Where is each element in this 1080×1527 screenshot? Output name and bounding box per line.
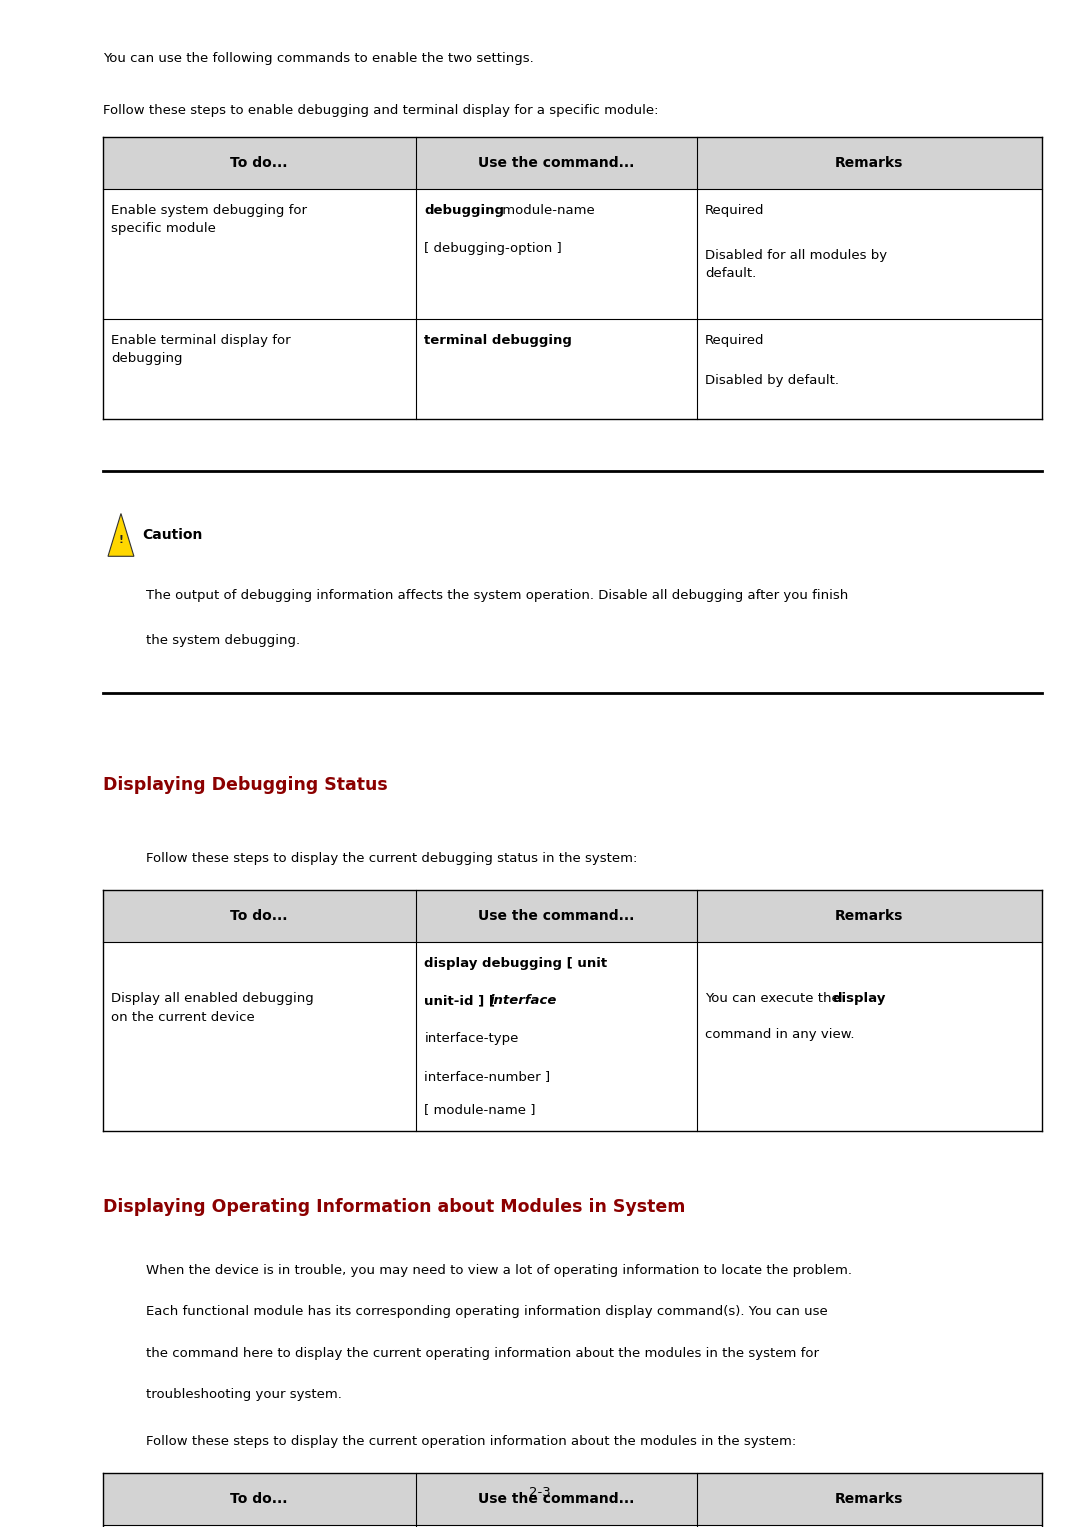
Text: Remarks: Remarks — [835, 1492, 904, 1506]
Text: When the device is in trouble, you may need to view a lot of operating informati: When the device is in trouble, you may n… — [146, 1264, 852, 1277]
Text: Follow these steps to display the current operation information about the module: Follow these steps to display the curren… — [146, 1435, 796, 1449]
Text: You can use the following commands to enable the two settings.: You can use the following commands to en… — [103, 52, 534, 66]
Bar — [103, 189, 1042, 319]
Text: Required: Required — [705, 205, 765, 217]
Text: The output of debugging information affects the system operation. Disable all de: The output of debugging information affe… — [146, 589, 848, 602]
Text: [ debugging-option ]: [ debugging-option ] — [424, 241, 563, 255]
Text: To do...: To do... — [230, 909, 288, 922]
Text: Each functional module has its corresponding operating information display comma: Each functional module has its correspon… — [146, 1306, 827, 1318]
Text: [ module-name ]: [ module-name ] — [424, 1104, 536, 1116]
Text: To do...: To do... — [230, 156, 288, 169]
Text: Remarks: Remarks — [835, 156, 904, 169]
Text: Enable system debugging for
specific module: Enable system debugging for specific mod… — [111, 205, 307, 235]
Text: !: ! — [119, 534, 123, 545]
Text: Follow these steps to enable debugging and terminal display for a specific modul: Follow these steps to enable debugging a… — [103, 104, 658, 118]
Bar — [103, 319, 1042, 418]
Text: troubleshooting your system.: troubleshooting your system. — [146, 1388, 341, 1402]
Bar — [103, 890, 1042, 942]
Text: Caution: Caution — [143, 528, 203, 542]
Text: To do...: To do... — [230, 1492, 288, 1506]
Text: Use the command...: Use the command... — [478, 1492, 634, 1506]
Text: Enable terminal display for
debugging: Enable terminal display for debugging — [111, 334, 291, 365]
Text: Displaying Operating Information about Modules in System: Displaying Operating Information about M… — [103, 1197, 685, 1215]
Text: unit-id ] [: unit-id ] [ — [424, 994, 500, 1008]
Text: Display all enabled debugging
on the current device: Display all enabled debugging on the cur… — [111, 993, 314, 1025]
Bar — [103, 942, 1042, 1132]
Text: display: display — [833, 993, 886, 1005]
Text: Use the command...: Use the command... — [478, 156, 634, 169]
Text: module-name: module-name — [498, 205, 595, 217]
Text: debugging: debugging — [424, 205, 504, 217]
Text: Disabled by default.: Disabled by default. — [705, 374, 839, 388]
Bar — [103, 1474, 1042, 1525]
Polygon shape — [108, 513, 134, 556]
Text: Follow these steps to display the current debugging status in the system:: Follow these steps to display the curren… — [146, 852, 637, 864]
Bar — [103, 137, 1042, 189]
Text: display debugging [ unit: display debugging [ unit — [424, 956, 608, 970]
Text: interface-number ]: interface-number ] — [424, 1070, 551, 1083]
Bar — [103, 1525, 1042, 1527]
Text: Displaying Debugging Status: Displaying Debugging Status — [103, 776, 388, 794]
Text: the command here to display the current operating information about the modules : the command here to display the current … — [146, 1347, 819, 1359]
Text: Use the command...: Use the command... — [478, 909, 634, 922]
Text: interface: interface — [489, 994, 556, 1008]
Text: Required: Required — [705, 334, 765, 347]
Text: interface-type: interface-type — [424, 1032, 518, 1046]
Text: the system debugging.: the system debugging. — [146, 634, 300, 647]
Text: You can execute the: You can execute the — [705, 993, 845, 1005]
Text: command in any view.: command in any view. — [705, 1028, 854, 1040]
Text: Remarks: Remarks — [835, 909, 904, 922]
Text: 2-3: 2-3 — [529, 1486, 551, 1498]
Text: Disabled for all modules by
default.: Disabled for all modules by default. — [705, 249, 888, 279]
Text: terminal debugging: terminal debugging — [424, 334, 572, 347]
